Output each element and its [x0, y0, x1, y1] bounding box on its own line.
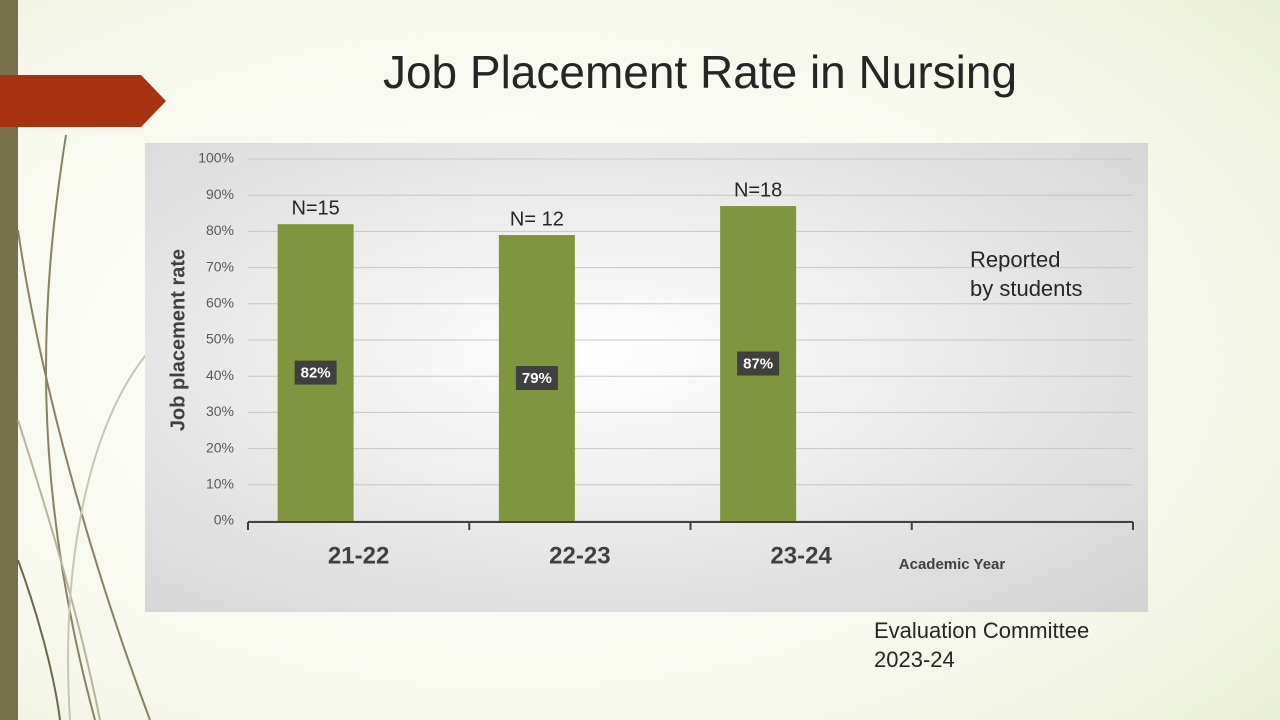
- y-tick-label: 70%: [206, 258, 234, 274]
- y-tick-label: 0%: [214, 512, 234, 528]
- n-label: N=15: [291, 197, 339, 219]
- value-label: 87%: [743, 355, 773, 372]
- y-tick-label: 20%: [206, 439, 234, 455]
- y-axis-label: Job placement rate: [167, 249, 189, 431]
- x-axis-label: Academic Year: [899, 556, 1006, 573]
- n-label: N= 12: [510, 208, 564, 230]
- side-strip: [0, 0, 18, 720]
- slide-title: Job Placement Rate in Nursing: [383, 46, 1017, 98]
- y-tick-label: 80%: [206, 222, 234, 238]
- value-label: 82%: [301, 365, 331, 382]
- n-label: N=18: [734, 179, 782, 201]
- footer-line: Evaluation Committee: [874, 618, 1089, 643]
- note-line: Reported: [970, 247, 1061, 272]
- y-tick-label: 40%: [206, 367, 234, 383]
- x-tick-label: 21-22: [328, 542, 389, 569]
- y-tick-label: 100%: [198, 150, 234, 166]
- value-label-box: [294, 360, 337, 385]
- footer-line: 2023-24: [874, 647, 955, 672]
- y-tick-label: 90%: [206, 186, 234, 202]
- value-label-box: [737, 351, 780, 376]
- y-tick-label: 50%: [206, 331, 234, 347]
- x-tick-label: 23-24: [770, 542, 832, 569]
- chart: 0% 10% 20% 30% 40% 50% 60% 70% 80% 90% 100% 21-22 82…: [198, 150, 1134, 569]
- y-tick-label: 60%: [206, 295, 234, 311]
- note-line: by students: [970, 276, 1083, 301]
- accent-arrow: [0, 75, 166, 127]
- decor-lines: [17, 134, 151, 720]
- x-tick-label: 22-23: [549, 542, 610, 569]
- value-label: 79%: [522, 370, 552, 387]
- y-tick-label: 30%: [206, 403, 234, 419]
- value-label-box: [515, 366, 558, 391]
- y-tick-label: 10%: [206, 476, 234, 492]
